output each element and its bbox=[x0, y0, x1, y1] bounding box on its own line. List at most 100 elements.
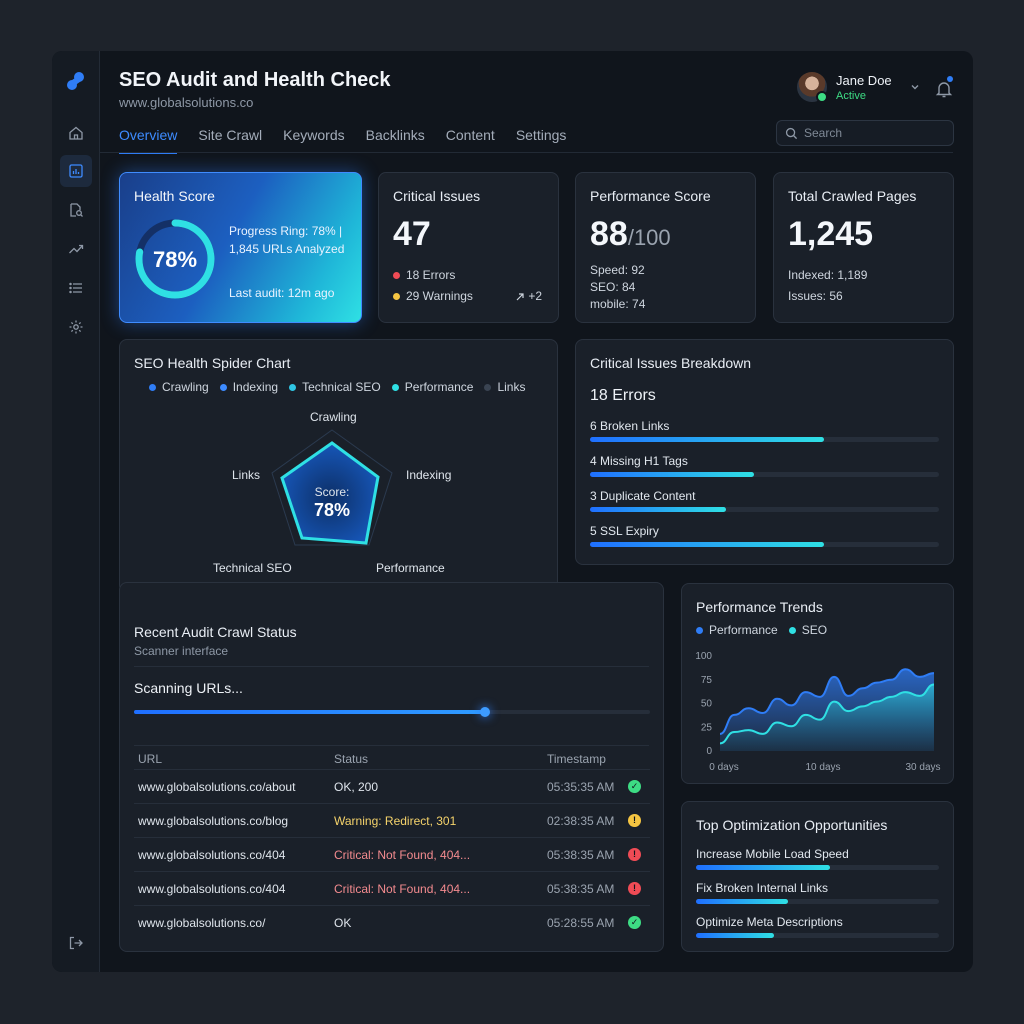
crawled-pages-card: Total Crawled Pages 1,245 Indexed: 1,189… bbox=[773, 172, 954, 323]
sidebar-item-home[interactable] bbox=[60, 117, 92, 149]
legend-performance: Performance bbox=[404, 380, 474, 394]
breakdown-bar-track bbox=[590, 542, 939, 547]
table-row[interactable]: www.globalsolutions.co/404 Critical: Not … bbox=[134, 837, 650, 871]
crawl-status-card: Recent Audit Crawl Status Scanner interf… bbox=[119, 582, 664, 952]
row-url[interactable]: www.globalsolutions.co/about bbox=[138, 780, 296, 794]
table-row[interactable]: www.globalsolutions.co/blog Warning: Redi… bbox=[134, 803, 650, 837]
row-status: Warning: Redirect, 301 bbox=[334, 814, 457, 828]
error-circle-icon: ! bbox=[628, 882, 641, 895]
opportunity-bar-fill bbox=[696, 933, 774, 938]
legend-crawling: Crawling bbox=[162, 380, 209, 394]
sidebar-item-trends[interactable] bbox=[60, 233, 92, 265]
tab-content[interactable]: Content bbox=[445, 127, 495, 143]
opportunity-label: Optimize Meta Descriptions bbox=[696, 915, 843, 929]
row-url[interactable]: www.globalsolutions.co/blog bbox=[138, 814, 289, 828]
legend-links: Links bbox=[497, 380, 526, 394]
crawled-pages-title: Total Crawled Pages bbox=[788, 188, 917, 204]
performance-score-title: Performance Score bbox=[590, 188, 711, 204]
app-window: SEO Audit and Health Check www.globalsol… bbox=[52, 51, 973, 972]
bell-icon[interactable] bbox=[934, 79, 954, 99]
spider-center-value: 78% bbox=[313, 500, 351, 520]
table-row[interactable]: www.globalsolutions.co/404 Critical: Not … bbox=[134, 871, 650, 905]
legend-performance-series: Performance bbox=[709, 623, 778, 637]
row-status: Critical: Not Found, 404... bbox=[334, 848, 471, 862]
arrow-up-right-icon bbox=[516, 293, 524, 301]
sidebar-item-document-search[interactable] bbox=[60, 194, 92, 226]
page-title: SEO Audit and Health Check bbox=[119, 69, 391, 91]
legend-indexing: Indexing bbox=[232, 380, 279, 394]
tab-settings[interactable]: Settings bbox=[515, 127, 567, 143]
row-timestamp: 02:38:35 AM bbox=[547, 814, 615, 828]
issues-breakdown-card: Critical Issues Breakdown 18 Errors 6 Br… bbox=[575, 339, 954, 565]
critical-delta: +2 bbox=[528, 289, 543, 303]
breakdown-bar-track bbox=[590, 507, 939, 512]
performance-trends-card: Performance Trends Performance SEO 100 75… bbox=[681, 583, 954, 784]
row-url[interactable]: www.globalsolutions.co/404 bbox=[138, 882, 286, 896]
sidebar bbox=[52, 51, 100, 972]
sidebar-item-dashboard[interactable] bbox=[60, 155, 92, 187]
tab-overview[interactable]: Overview bbox=[119, 127, 178, 154]
row-url[interactable]: www.globalsolutions.co/404 bbox=[138, 848, 286, 862]
tab-site-crawl[interactable]: Site Crawl bbox=[198, 127, 263, 143]
opportunity-label: Increase Mobile Load Speed bbox=[696, 847, 849, 861]
chevron-down-icon[interactable] bbox=[910, 82, 920, 92]
critical-errors: 18 Errors bbox=[406, 268, 456, 282]
table-row[interactable]: www.globalsolutions.co/OK 05:28:55 AM ✓ bbox=[134, 905, 650, 939]
scan-progress-handle[interactable] bbox=[479, 707, 490, 717]
performance-score-card: Performance Score 88/100 Speed: 92 SEO: … bbox=[575, 172, 756, 323]
progress-ring bbox=[135, 219, 215, 299]
health-urls-analyzed: 1,845 URLs Analyzed bbox=[229, 242, 345, 256]
logout-icon bbox=[69, 936, 83, 950]
legend-technical-seo: Technical SEO bbox=[302, 380, 381, 394]
critical-issues-value: 47 bbox=[393, 215, 431, 253]
notification-dot bbox=[947, 76, 953, 82]
breakdown-bar-fill bbox=[590, 507, 727, 512]
search-box[interactable] bbox=[776, 120, 954, 146]
opportunity-bar-track bbox=[696, 933, 939, 938]
search-input[interactable] bbox=[804, 126, 944, 140]
breakdown-item-label: 3 Duplicate Content bbox=[590, 489, 696, 503]
scan-progress-track bbox=[134, 707, 650, 717]
crawl-status-title: Recent Audit Crawl Status bbox=[134, 624, 297, 640]
row-status: OK bbox=[334, 916, 352, 930]
column-status: Status bbox=[334, 752, 369, 766]
search-icon bbox=[785, 127, 798, 139]
crawled-issues: Issues: 56 bbox=[788, 289, 843, 303]
list-icon bbox=[69, 282, 82, 294]
row-url[interactable]: www.globalsolutions.co/ bbox=[138, 916, 266, 930]
row-timestamp: 05:28:55 AM bbox=[547, 916, 615, 930]
health-last-audit: Last audit: 12m ago bbox=[229, 286, 335, 300]
row-timestamp: 05:38:35 AM bbox=[547, 848, 615, 862]
breakdown-bar-track bbox=[590, 472, 939, 477]
sidebar-item-settings[interactable] bbox=[60, 311, 92, 343]
site-url: www.globalsolutions.co bbox=[119, 95, 254, 110]
scanning-label: Scanning URLs... bbox=[134, 680, 243, 696]
sidebar-item-logout[interactable] bbox=[60, 927, 92, 959]
performance-speed: Speed: 92 bbox=[590, 263, 645, 277]
legend-seo-series: SEO bbox=[801, 623, 828, 637]
opportunity-bar-track bbox=[696, 899, 939, 904]
tab-backlinks[interactable]: Backlinks bbox=[365, 127, 425, 143]
axis-performance: Performance bbox=[376, 561, 445, 575]
spider-legend: Crawling Indexing Technical SEO Performa… bbox=[149, 380, 536, 394]
y-tick-label: 50 bbox=[701, 699, 713, 710]
spider-center-label: Score: bbox=[314, 485, 350, 499]
trend-icon bbox=[69, 244, 84, 254]
x-tick-label: 10 days bbox=[805, 762, 840, 773]
user-menu[interactable]: Jane Doe Active bbox=[797, 72, 920, 103]
performance-seo: SEO: 84 bbox=[590, 280, 636, 294]
user-status: Active bbox=[836, 89, 866, 102]
check-circle-icon: ✓ bbox=[628, 780, 641, 793]
critical-issues-title: Critical Issues bbox=[393, 188, 481, 204]
sidebar-item-list[interactable] bbox=[60, 272, 92, 304]
spider-chart-card: SEO Health Spider Chart Crawling Indexin… bbox=[119, 339, 558, 593]
health-score-card: Health Score 78% Progress Ring: 78% | 1,… bbox=[119, 172, 362, 323]
column-timestamp: Timestamp bbox=[547, 752, 606, 766]
breakdown-item-label: 5 SSL Expiry bbox=[590, 524, 659, 538]
tab-keywords[interactable]: Keywords bbox=[283, 127, 345, 143]
home-icon bbox=[69, 126, 83, 140]
spider-chart-title: SEO Health Spider Chart bbox=[134, 355, 291, 371]
avatar bbox=[797, 72, 828, 103]
tabs-divider bbox=[100, 152, 953, 153]
table-row[interactable]: www.globalsolutions.co/about OK, 200 05:35… bbox=[134, 769, 650, 803]
